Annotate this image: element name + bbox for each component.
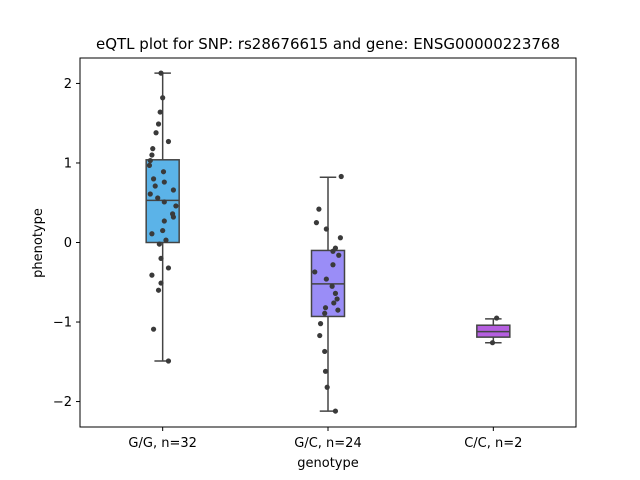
data-point [155, 195, 161, 201]
data-point [322, 348, 328, 355]
data-point [152, 183, 158, 189]
strip-points-2 [489, 315, 500, 346]
data-point [313, 220, 320, 226]
data-point [323, 276, 329, 282]
data-point [332, 290, 339, 296]
data-point [330, 262, 336, 268]
data-point [147, 157, 153, 164]
y-tick-label: 2 [64, 77, 72, 92]
data-point [160, 227, 166, 234]
data-point [323, 226, 329, 232]
data-point [149, 231, 155, 237]
data-point [155, 287, 162, 293]
strip-points-0 [146, 70, 179, 364]
data-point [150, 326, 157, 332]
data-point [160, 95, 166, 101]
box-group-2 [476, 318, 511, 344]
data-point [158, 255, 164, 262]
data-point [161, 199, 167, 205]
data-point [163, 237, 169, 243]
data-point [149, 152, 155, 158]
y-axis-title: phenotype [31, 208, 46, 278]
data-point [170, 187, 177, 193]
data-point [165, 358, 172, 364]
x-tick-label: C/C, n=2 [464, 436, 522, 451]
data-point [160, 169, 167, 175]
axes: −2 −1 0 1 2 G/G, n=32 G/C, n=24 C/C, n=2 [53, 77, 523, 451]
data-point [332, 408, 339, 414]
box-group-1 [310, 176, 346, 412]
data-point [156, 241, 162, 247]
chart-title: eQTL plot for SNP: rs28676615 and gene: … [96, 35, 560, 53]
data-point [317, 321, 324, 327]
data-point [335, 307, 341, 313]
data-point [157, 109, 163, 115]
data-point [338, 173, 344, 180]
y-tick-label: 0 [64, 236, 72, 251]
data-point [489, 340, 496, 346]
data-point [150, 176, 157, 182]
data-point [334, 296, 340, 302]
data-point [147, 191, 153, 197]
data-point [316, 206, 322, 212]
data-point [158, 280, 164, 286]
data-point [337, 235, 343, 241]
data-point [329, 283, 335, 289]
data-point [336, 252, 342, 258]
data-point [317, 332, 323, 339]
data-point [494, 315, 500, 321]
data-point [161, 179, 167, 185]
y-tick-label: 1 [64, 156, 72, 171]
data-point [170, 214, 177, 220]
data-point [165, 265, 172, 271]
y-tick-label: −1 [53, 316, 72, 331]
x-tick-label: G/G, n=32 [128, 436, 196, 451]
data-point [322, 368, 329, 374]
data-point [173, 203, 179, 209]
data-point [155, 121, 162, 127]
data-point [324, 384, 330, 390]
data-point [312, 269, 318, 275]
y-tick-label: −2 [53, 395, 72, 410]
data-point [153, 130, 159, 136]
data-point [322, 310, 328, 316]
data-point [146, 162, 153, 168]
data-point [158, 70, 164, 76]
data-point [149, 272, 155, 278]
data-point [161, 218, 167, 224]
data-point [330, 248, 336, 254]
data-point [322, 305, 329, 311]
data-point [150, 146, 156, 152]
x-axis-title: genotype [297, 456, 358, 471]
plot-area [145, 70, 511, 414]
data-point [331, 300, 337, 306]
x-tick-label: G/C, n=24 [294, 436, 361, 451]
strip-points-1 [312, 173, 344, 414]
data-point [165, 138, 172, 145]
